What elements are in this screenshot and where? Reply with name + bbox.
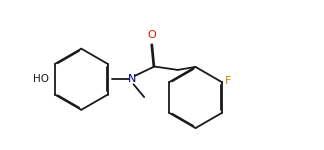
Text: N: N — [128, 74, 136, 84]
Text: O: O — [148, 30, 156, 40]
Text: F: F — [225, 76, 231, 86]
Text: HO: HO — [33, 74, 49, 84]
